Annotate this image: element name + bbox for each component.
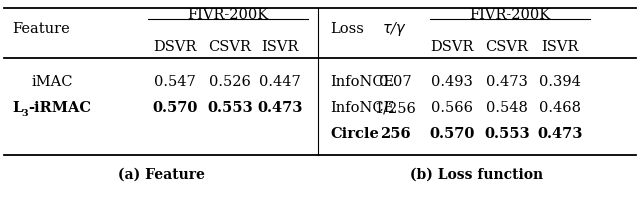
- Text: InfoNCE: InfoNCE: [330, 101, 394, 115]
- Text: InfoNCE: InfoNCE: [330, 75, 394, 89]
- Text: (a) Feature: (a) Feature: [118, 168, 204, 182]
- Text: Circle: Circle: [330, 127, 379, 141]
- Text: $\tau$/$\gamma$: $\tau$/$\gamma$: [383, 20, 408, 38]
- Text: DSVR: DSVR: [154, 40, 196, 54]
- Text: FIVR-200K: FIVR-200K: [188, 8, 269, 22]
- Text: 0.394: 0.394: [539, 75, 581, 89]
- Text: ISVR: ISVR: [261, 40, 299, 54]
- Text: Feature: Feature: [12, 22, 70, 36]
- Text: 0.553: 0.553: [484, 127, 530, 141]
- Text: 0.473: 0.473: [486, 75, 528, 89]
- Text: DSVR: DSVR: [430, 40, 474, 54]
- Text: 0.473: 0.473: [257, 101, 303, 115]
- Text: ISVR: ISVR: [541, 40, 579, 54]
- Text: 0.547: 0.547: [154, 75, 196, 89]
- Text: iMAC: iMAC: [32, 75, 74, 89]
- Text: 0.566: 0.566: [431, 101, 473, 115]
- Text: 0.570: 0.570: [152, 101, 198, 115]
- Text: -iRMAC: -iRMAC: [28, 101, 91, 115]
- Text: 0.473: 0.473: [538, 127, 582, 141]
- Text: 1/256: 1/256: [374, 101, 416, 115]
- Text: 0.07: 0.07: [379, 75, 412, 89]
- Text: CSVR: CSVR: [209, 40, 252, 54]
- Text: (b) Loss function: (b) Loss function: [410, 168, 543, 182]
- Text: 0.570: 0.570: [429, 127, 475, 141]
- Text: 0.553: 0.553: [207, 101, 253, 115]
- Text: 3: 3: [21, 109, 28, 117]
- Text: 0.468: 0.468: [539, 101, 581, 115]
- Text: FIVR-200K: FIVR-200K: [469, 8, 550, 22]
- Text: 256: 256: [380, 127, 410, 141]
- Text: 0.447: 0.447: [259, 75, 301, 89]
- Text: Loss: Loss: [330, 22, 364, 36]
- Text: 0.493: 0.493: [431, 75, 473, 89]
- Text: CSVR: CSVR: [486, 40, 529, 54]
- Text: L: L: [12, 101, 22, 115]
- Text: 0.526: 0.526: [209, 75, 251, 89]
- Text: 0.548: 0.548: [486, 101, 528, 115]
